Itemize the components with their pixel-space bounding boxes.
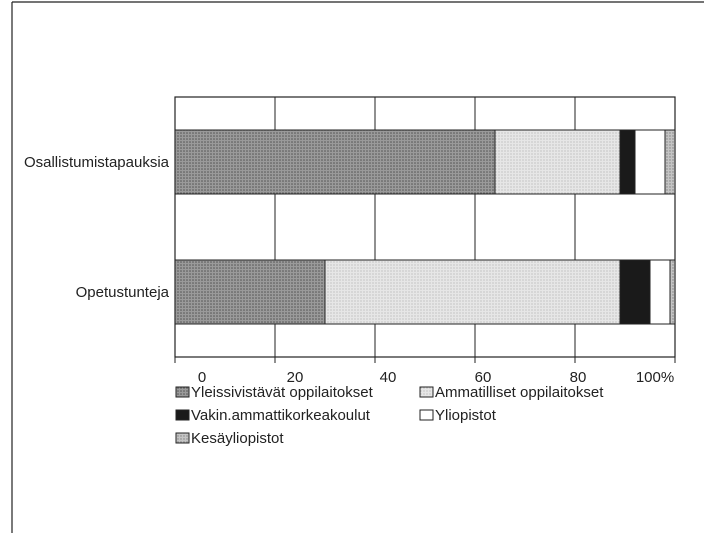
- category-labels: Osallistumistapauksia Opetustunteja: [24, 154, 170, 301]
- bar-segment-1-3: [619, 129, 636, 195]
- legend-label: Yliopistot: [435, 407, 497, 424]
- legend-label: Yleissivistävät oppilaitokset: [191, 384, 374, 401]
- bar-segment-1-4: [634, 129, 666, 195]
- bar-segment-2-4: [649, 259, 671, 325]
- bar-segment-2-5: [669, 259, 676, 325]
- x-tick-label: 80: [570, 369, 587, 386]
- legend-label: Ammatilliset oppilaitokset: [435, 384, 604, 401]
- x-tick-label: 40: [380, 369, 397, 386]
- x-tick-label: 60: [475, 369, 492, 386]
- x-tick-label: 20: [287, 369, 304, 386]
- x-tick-label: 0: [198, 369, 206, 386]
- bar-segment-2-3: [619, 259, 651, 325]
- legend-swatch: [419, 409, 434, 421]
- legend: Yleissivistävät oppilaitokset Ammatillise…: [175, 384, 604, 447]
- x-tick-labels: 0 20 40 60 80 100%: [198, 369, 674, 386]
- category-label: Osallistumistapauksia: [24, 154, 170, 171]
- legend-swatch: [419, 386, 434, 398]
- bar-segment-1-5: [664, 129, 676, 195]
- legend-label: Kesäyliopistot: [191, 430, 284, 447]
- legend-swatch: [175, 432, 190, 444]
- x-tick-label: 100%: [636, 369, 674, 386]
- legend-label: Vakin.ammattikorkeakoulut: [191, 407, 371, 424]
- legend-swatch: [175, 409, 190, 421]
- bar-segment-1-1: [174, 129, 496, 195]
- bars-layer: [174, 129, 676, 325]
- bar-segment-2-2: [324, 259, 621, 325]
- category-label: Opetustunteja: [76, 284, 170, 301]
- legend-swatch: [175, 386, 190, 398]
- bar-segment-1-2: [494, 129, 621, 195]
- bar-segment-2-1: [174, 259, 326, 325]
